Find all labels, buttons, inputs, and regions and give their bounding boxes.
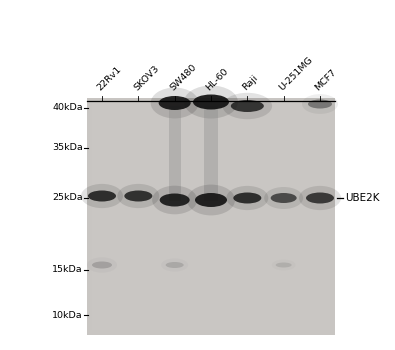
Text: 22Rv1: 22Rv1 — [96, 64, 123, 92]
Ellipse shape — [271, 193, 297, 203]
Text: 35kDa: 35kDa — [52, 144, 83, 153]
Ellipse shape — [264, 187, 303, 209]
Bar — [87, 98, 335, 335]
Ellipse shape — [306, 193, 334, 203]
Text: 15kDa: 15kDa — [53, 266, 83, 274]
Ellipse shape — [159, 96, 191, 110]
Ellipse shape — [187, 184, 235, 215]
Text: HL-60: HL-60 — [205, 66, 230, 92]
Ellipse shape — [226, 186, 268, 210]
Bar — [92, 103, 330, 330]
Ellipse shape — [308, 99, 332, 108]
Ellipse shape — [195, 193, 227, 207]
Ellipse shape — [160, 194, 190, 206]
Text: UBE2K: UBE2K — [345, 193, 380, 203]
Ellipse shape — [150, 88, 199, 118]
Text: MCF7: MCF7 — [314, 67, 339, 92]
Text: U-251MG: U-251MG — [277, 55, 314, 92]
Ellipse shape — [92, 261, 112, 268]
Text: SKOV3: SKOV3 — [132, 63, 161, 92]
Bar — [169, 106, 181, 201]
Ellipse shape — [166, 262, 184, 268]
Bar — [204, 106, 218, 201]
Ellipse shape — [88, 190, 116, 202]
Text: SW480: SW480 — [168, 62, 198, 92]
Ellipse shape — [302, 94, 338, 114]
Ellipse shape — [81, 184, 123, 208]
Ellipse shape — [124, 190, 152, 202]
Ellipse shape — [184, 85, 238, 119]
Ellipse shape — [223, 93, 272, 119]
Ellipse shape — [276, 262, 292, 267]
Text: 25kDa: 25kDa — [53, 194, 83, 203]
Ellipse shape — [193, 94, 229, 110]
Text: 10kDa: 10kDa — [53, 310, 83, 320]
Ellipse shape — [231, 100, 264, 112]
Text: Raji: Raji — [241, 73, 260, 92]
Ellipse shape — [299, 186, 341, 210]
Ellipse shape — [117, 184, 159, 208]
Ellipse shape — [233, 193, 261, 203]
Text: 40kDa: 40kDa — [53, 104, 83, 112]
Ellipse shape — [152, 186, 197, 214]
